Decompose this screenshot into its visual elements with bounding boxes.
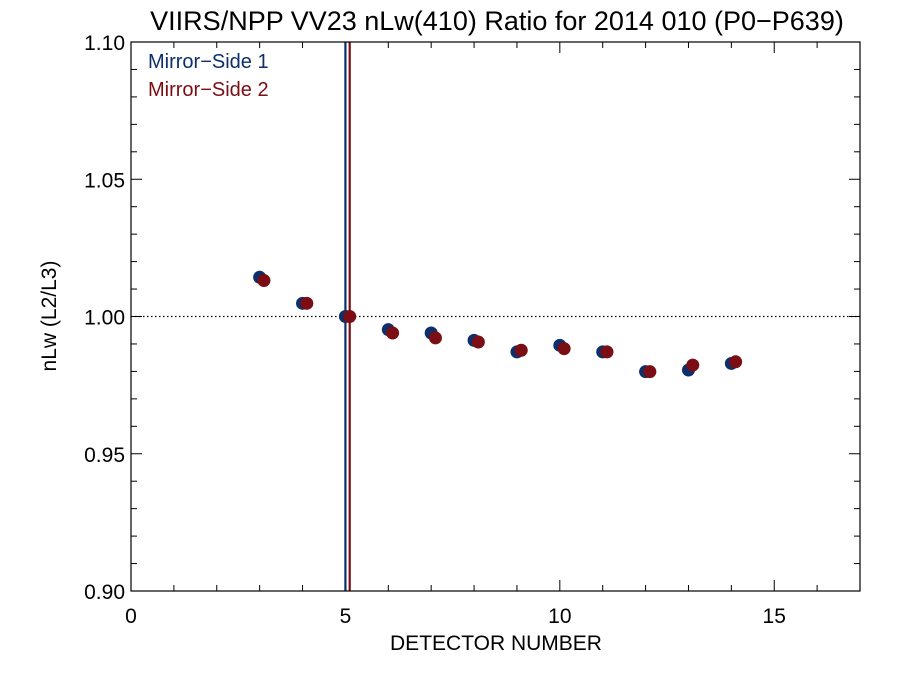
data-point-mirror-side-2 xyxy=(257,274,271,288)
y-axis-label: nLw (L2/L3) xyxy=(38,261,61,372)
data-point-mirror-side-2 xyxy=(300,296,314,310)
y-tick-label: 1.10 xyxy=(84,32,125,55)
data-point-mirror-side-2 xyxy=(643,365,657,379)
x-tick-label: 5 xyxy=(340,605,352,628)
y-tick-labels: 0.90 0.95 1.00 1.05 1.10 xyxy=(84,32,125,604)
y-tick-label: 1.05 xyxy=(84,169,125,192)
plot-frame xyxy=(130,41,861,592)
x-tick-label: 15 xyxy=(763,605,786,628)
data-point-mirror-side-2 xyxy=(600,345,614,359)
legend-entry-mirror-side-2: Mirror−Side 2 xyxy=(148,79,269,101)
x-tick-label: 0 xyxy=(125,605,137,628)
data-point-mirror-side-2 xyxy=(557,342,571,356)
data-point-mirror-side-2 xyxy=(471,335,485,349)
x-axis-label: DETECTOR NUMBER xyxy=(390,632,602,655)
data-point-mirror-side-2 xyxy=(428,331,442,345)
y-tick-label: 0.90 xyxy=(84,581,125,604)
data-point-mirror-side-2 xyxy=(514,343,528,357)
x-tick-label: 10 xyxy=(548,605,571,628)
data-point-mirror-side-2 xyxy=(729,355,743,369)
data-point-mirror-side-2 xyxy=(386,326,400,340)
data-points xyxy=(253,270,743,379)
y-tick-label: 0.95 xyxy=(84,444,125,467)
legend-entry-mirror-side-1: Mirror−Side 1 xyxy=(148,51,269,73)
x-tick-labels: 0 5 10 15 xyxy=(125,605,786,628)
legend: Mirror−Side 1 Mirror−Side 2 xyxy=(148,51,269,101)
chart-title: VIIRS/NPP VV23 nLw(410) Ratio for 2014 0… xyxy=(150,6,844,36)
data-point-mirror-side-2 xyxy=(343,310,357,323)
y-tick-label: 1.00 xyxy=(84,307,125,330)
data-point-mirror-side-2 xyxy=(686,358,700,372)
